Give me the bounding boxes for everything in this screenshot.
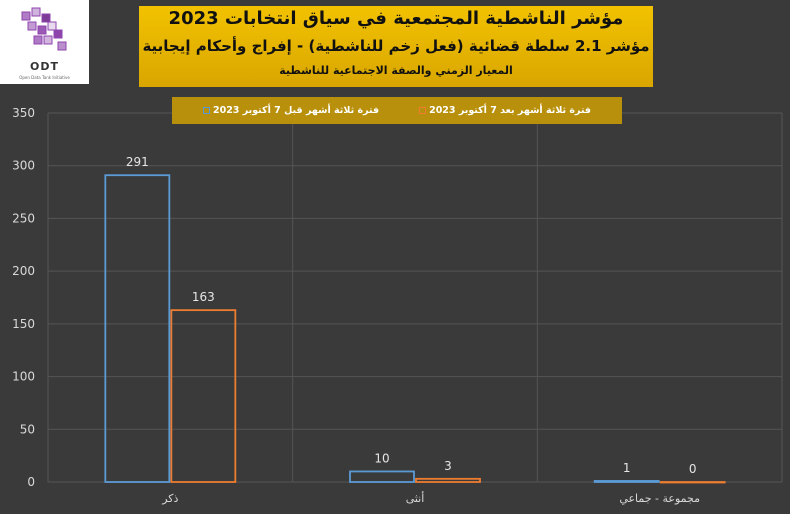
chart-caption: المعيار الزمني والصفة الاجتماعية للناشطي… (279, 64, 513, 77)
bar-series-0 (104, 174, 171, 483)
bar-series-0 (349, 470, 415, 483)
y-tick-label: 200 (12, 264, 35, 278)
legend-swatch-before (202, 107, 210, 114)
y-tick-label: 0 (27, 475, 35, 489)
legend-swatch-after (419, 107, 427, 114)
legend-label-before: فترة ثلاثة أشهر قبل 7 أكتوبر 2023 (212, 105, 380, 116)
y-tick-label: 50 (20, 422, 35, 436)
legend-label-after: فترة ثلاثة أشهر بعد 7 أكتوبر 2023 (429, 105, 592, 116)
bar-series-1 (415, 477, 481, 483)
y-tick-label: 250 (12, 211, 35, 225)
logo-text: ODT (30, 60, 59, 73)
chart-header: مؤشر الناشطية المجتمعية في سياق انتخابات… (139, 6, 653, 87)
logo: ODT Open Data Tank Initiative (0, 0, 89, 84)
data-label: 3 (444, 459, 452, 473)
bar-series-1 (170, 309, 237, 483)
logo-cubes-icon (21, 7, 67, 51)
chart-subtitle: مؤشر 2.1 سلطة قضائية (فعل زخم للناشطية) … (142, 37, 650, 55)
category-label: أنثى (406, 491, 425, 505)
data-label: 10 (374, 451, 389, 465)
data-label: 1 (623, 461, 631, 475)
data-label: 163 (192, 290, 215, 304)
category-label: ذكر (161, 492, 178, 505)
y-tick-label: 150 (12, 317, 35, 331)
y-tick-label: 100 (12, 370, 35, 384)
category-label: مجموعة - جماعي (619, 492, 700, 505)
chart-title: مؤشر الناشطية المجتمعية في سياق انتخابات… (168, 8, 624, 29)
y-tick-label: 350 (12, 106, 35, 120)
legend: فترة ثلاثة أشهر بعد 7 أكتوبر 2023 فترة ث… (172, 97, 622, 124)
logo-subtitle: Open Data Tank Initiative (19, 75, 70, 80)
data-label: 0 (689, 462, 697, 476)
bar-series-1 (659, 481, 726, 484)
legend-item-after: فترة ثلاثة أشهر بعد 7 أكتوبر 2023 (419, 105, 591, 116)
bar-series-0 (593, 480, 660, 483)
data-label: 291 (126, 155, 149, 169)
legend-item-before: فترة ثلاثة أشهر قبل 7 أكتوبر 2023 (202, 105, 380, 116)
y-tick-label: 300 (12, 159, 35, 173)
